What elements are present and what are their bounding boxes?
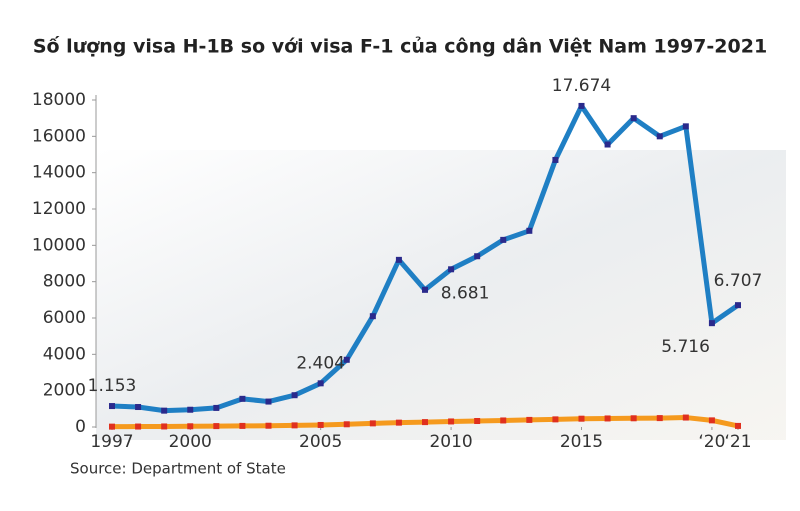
marker — [656, 415, 663, 422]
x-tick-label: ‘20 — [698, 432, 725, 452]
data-label: 5.716 — [661, 337, 710, 357]
marker — [500, 417, 507, 424]
marker — [656, 133, 663, 140]
marker — [317, 380, 324, 387]
data-label: 2.404 — [296, 353, 345, 373]
marker — [422, 286, 428, 293]
marker — [213, 423, 220, 430]
marker — [552, 156, 559, 163]
marker — [395, 256, 402, 263]
marker — [343, 421, 350, 428]
chart-title: Số lượng visa H-1B so với visa F-1 của c… — [33, 35, 767, 58]
marker — [161, 423, 168, 430]
marker — [474, 253, 481, 260]
data-label: 6.707 — [714, 271, 763, 291]
marker — [422, 419, 428, 426]
marker — [291, 392, 298, 399]
marker — [265, 422, 272, 429]
y-tick-label: 12000 — [32, 199, 86, 219]
source: Source: Department of State — [70, 460, 286, 478]
marker — [317, 421, 324, 428]
marker — [448, 266, 455, 273]
x-tick-label: 2000 — [169, 432, 212, 452]
y-tick-label: 16000 — [32, 126, 86, 146]
marker — [526, 416, 533, 423]
marker — [343, 356, 350, 363]
marker — [213, 404, 220, 411]
x-tick-label: 2005 — [299, 432, 342, 452]
marker — [239, 395, 246, 402]
y-tick-label: 8000 — [43, 272, 86, 292]
x-tick-label: 2015 — [560, 432, 603, 452]
marker — [604, 415, 611, 422]
marker — [552, 416, 559, 423]
data-label: 1.153 — [88, 376, 137, 396]
marker — [630, 415, 637, 422]
y-tick-label: 14000 — [32, 163, 86, 183]
marker — [526, 227, 533, 234]
marker — [187, 406, 194, 413]
marker — [265, 398, 272, 405]
marker — [187, 423, 194, 430]
marker — [448, 418, 455, 425]
y-tick-label: 6000 — [43, 308, 86, 328]
marker — [578, 102, 585, 109]
marker — [708, 320, 715, 327]
y-tick-label: 10000 — [32, 235, 86, 255]
marker — [682, 123, 689, 130]
marker — [161, 407, 168, 414]
backdrop — [96, 150, 786, 440]
y-tick-label: 18000 — [32, 90, 86, 110]
marker — [369, 420, 376, 427]
marker — [604, 141, 611, 148]
marker — [735, 422, 741, 429]
marker — [291, 422, 298, 429]
marker — [109, 423, 115, 430]
marker — [630, 115, 637, 122]
y-tick-label: 4000 — [43, 344, 86, 364]
marker — [135, 423, 142, 430]
x-tick-label: 1997 — [90, 432, 133, 452]
data-label: 17.674 — [552, 76, 611, 96]
y-tick-label: 2000 — [43, 381, 86, 401]
marker — [474, 418, 481, 425]
marker — [682, 414, 689, 421]
marker — [500, 236, 507, 243]
data-label: 8.681 — [441, 283, 490, 303]
y-tick-label: 0 — [75, 417, 86, 437]
marker — [578, 415, 585, 422]
marker — [735, 302, 741, 309]
marker — [135, 404, 142, 411]
marker — [239, 422, 246, 429]
marker — [708, 417, 715, 424]
marker — [395, 419, 402, 426]
x-tick-label: ‘21 — [724, 432, 751, 452]
marker — [109, 403, 115, 410]
x-tick-label: 2010 — [429, 432, 472, 452]
marker — [369, 313, 376, 320]
